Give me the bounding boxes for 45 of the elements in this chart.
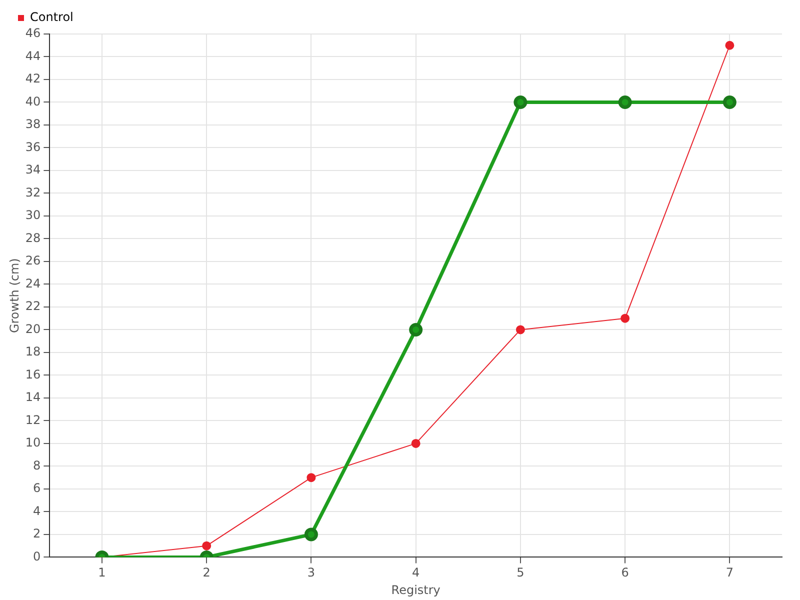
- y-tick-label: 22: [25, 299, 41, 314]
- point: [514, 95, 528, 109]
- y-tick-label: 20: [25, 322, 41, 336]
- legend-label: Control: [30, 10, 74, 24]
- x-tick-label: 6: [621, 566, 629, 580]
- x-tick-label: 2: [202, 566, 210, 580]
- y-tick-label: 0: [33, 549, 41, 564]
- point: [725, 40, 734, 50]
- x-tick-label: 7: [726, 566, 734, 580]
- y-tick-label: 44: [25, 48, 41, 63]
- y-tick-label: 38: [25, 117, 41, 132]
- y-axis-title: Growth (cm): [7, 258, 22, 334]
- x-tick-label: 1: [98, 566, 106, 580]
- y-tick-label: 30: [25, 208, 41, 222]
- y-tick-label: 8: [33, 458, 41, 472]
- y-tick-label: 28: [25, 230, 41, 245]
- x-axis-title: Registry: [391, 582, 440, 597]
- y-tick-label: 16: [25, 367, 41, 382]
- x-tick-label: 5: [516, 566, 524, 580]
- y-tick-label: 32: [25, 185, 41, 200]
- x-tick-label: 4: [412, 566, 420, 580]
- y-tick-label: 42: [25, 72, 41, 86]
- point: [516, 325, 525, 334]
- y-tick-label: 2: [33, 526, 41, 541]
- point: [411, 438, 420, 448]
- point: [304, 528, 318, 542]
- point: [722, 95, 736, 109]
- x-tick-label: 3: [307, 566, 316, 580]
- y-tick-label: 4: [33, 504, 41, 518]
- y-tick-label: 12: [25, 412, 41, 427]
- y-tick-label: 34: [25, 162, 41, 177]
- y-tick-label: 14: [25, 390, 41, 404]
- point: [620, 314, 630, 323]
- y-tick-label: 26: [25, 254, 41, 268]
- point: [618, 95, 632, 109]
- y-tick-label: 46: [25, 26, 41, 40]
- y-tick-label: 24: [25, 276, 41, 290]
- y-tick-label: 6: [33, 481, 41, 496]
- y-tick-label: 10: [25, 436, 41, 450]
- point: [409, 322, 423, 336]
- y-tick-label: 18: [25, 344, 41, 359]
- y-tick-label: 40: [25, 94, 41, 108]
- y-tick-label: 36: [25, 140, 41, 154]
- point: [202, 541, 212, 550]
- point: [306, 473, 316, 482]
